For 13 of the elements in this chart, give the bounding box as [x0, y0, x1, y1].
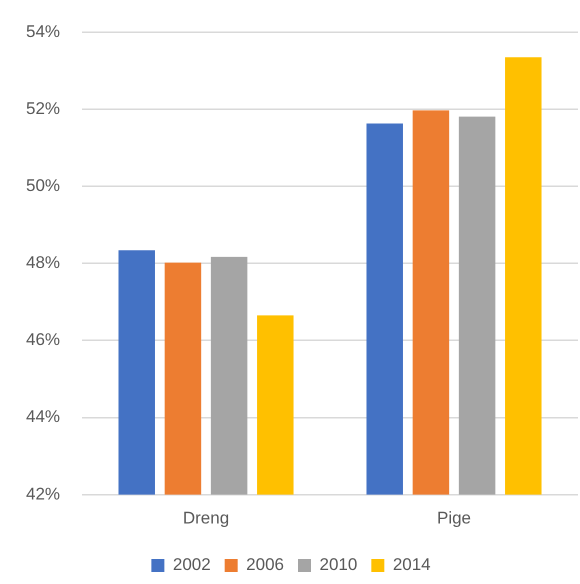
- y-tick-label: 46%: [26, 330, 60, 350]
- y-tick-label: 48%: [26, 253, 60, 272]
- y-tick-label: 54%: [26, 22, 60, 41]
- legend-label: 2014: [392, 555, 431, 574]
- y-tick-label: 42%: [26, 484, 60, 504]
- y-tick-label: 44%: [26, 407, 60, 426]
- y-tick-label: 52%: [26, 98, 60, 118]
- y-tick-label: 50%: [26, 176, 60, 196]
- x-tick-label: Dreng: [182, 508, 230, 528]
- legend-label: 2002: [172, 555, 211, 574]
- legend-label: 2006: [246, 555, 284, 574]
- legend-label: 2010: [320, 555, 358, 574]
- x-tick-label: Pige: [436, 508, 472, 528]
